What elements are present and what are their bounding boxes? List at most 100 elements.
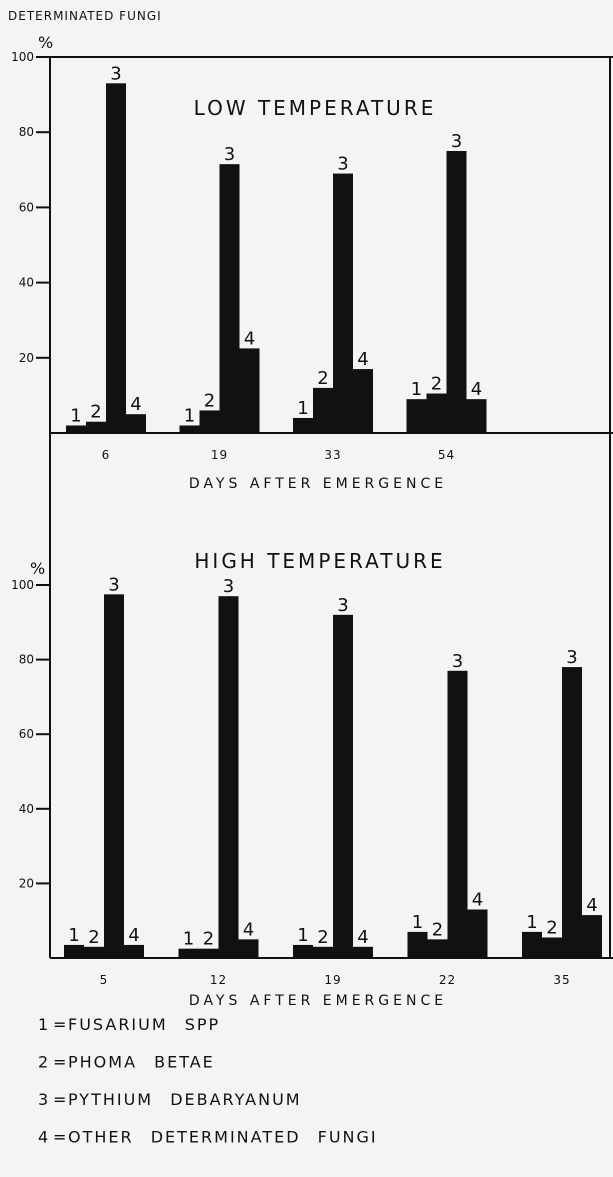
- y-tick-label: 100: [11, 50, 34, 64]
- x-axis-label: DAYS AFTER EMERGENCE: [189, 476, 447, 492]
- bar-label: 4: [472, 890, 483, 911]
- bar-label: 4: [244, 328, 255, 349]
- legend-name: OTHER DETERMINATED FUNGI: [68, 1128, 378, 1147]
- y-tick-label: 40: [19, 802, 34, 816]
- bar: [199, 410, 220, 433]
- bar-label: 3: [223, 576, 234, 597]
- bar-label: 1: [184, 405, 195, 426]
- x-tick-label: 22: [439, 973, 456, 987]
- bar-label: 3: [451, 131, 462, 152]
- y-tick-label: 80: [19, 125, 34, 139]
- x-tick-label: 6: [102, 448, 111, 462]
- bar: [179, 425, 200, 433]
- legend-key: 4: [38, 1128, 50, 1147]
- bar-label: 4: [357, 349, 368, 370]
- bar: [333, 614, 353, 958]
- y-tick-label: 40: [19, 276, 34, 290]
- bar: [466, 399, 487, 433]
- bar-label: 1: [297, 925, 308, 946]
- bar-label: 2: [88, 927, 99, 948]
- bar-label: 3: [224, 144, 235, 165]
- legend-eq: =: [53, 1128, 68, 1147]
- bar: [467, 909, 488, 958]
- bar: [522, 931, 542, 958]
- x-tick-label: 12: [210, 973, 227, 987]
- x-tick-label: 54: [438, 448, 455, 462]
- bar: [198, 948, 219, 958]
- x-tick-label: 5: [100, 973, 109, 987]
- bar: [542, 937, 562, 958]
- bar: [427, 939, 448, 958]
- bar: [353, 946, 373, 958]
- bar-label: 4: [128, 925, 139, 946]
- bar: [104, 594, 124, 958]
- bar-label: 3: [108, 574, 119, 595]
- bar-label: 1: [68, 925, 79, 946]
- legend-eq: =: [53, 1090, 68, 1109]
- bar-label: 4: [243, 919, 254, 940]
- legend-name: PHOMA BETAE: [68, 1053, 215, 1072]
- bar: [353, 369, 373, 433]
- bar-label: 4: [471, 379, 482, 400]
- bar: [446, 151, 467, 433]
- y-axis-label: %: [38, 33, 55, 52]
- bar-label: 4: [130, 394, 141, 415]
- y-tick-label: 20: [19, 876, 34, 890]
- bar: [293, 417, 313, 433]
- bar: [126, 414, 146, 433]
- bar: [333, 173, 353, 433]
- bar: [84, 946, 104, 958]
- bar-label: 1: [183, 929, 194, 950]
- bar-label: 4: [586, 895, 597, 916]
- legend-name: FUSARIUM SPP: [68, 1015, 220, 1034]
- bar: [238, 939, 259, 958]
- legend-key: 3: [38, 1090, 50, 1109]
- bar-label: 3: [337, 154, 348, 175]
- bar: [239, 348, 260, 433]
- legend-eq: =: [53, 1015, 68, 1034]
- bar-label: 1: [412, 912, 423, 933]
- bar: [407, 931, 428, 958]
- bar: [64, 944, 84, 958]
- y-axis-label: %: [30, 559, 47, 578]
- bar: [406, 399, 427, 433]
- bar-label: 2: [317, 368, 328, 389]
- bar: [86, 421, 106, 433]
- x-axis-label: DAYS AFTER EMERGENCE: [189, 993, 447, 1009]
- x-tick-label: 19: [324, 973, 341, 987]
- bar-label: 2: [432, 919, 443, 940]
- bar: [426, 393, 447, 433]
- bar-label: 3: [452, 651, 463, 672]
- bar: [582, 915, 602, 958]
- y-tick-label: 100: [11, 578, 34, 592]
- legend-name: PYTHIUM DEBARYANUM: [68, 1090, 302, 1109]
- bar: [219, 164, 240, 433]
- bar-label: 1: [411, 379, 422, 400]
- x-tick-label: 33: [324, 448, 341, 462]
- legend-eq: =: [53, 1053, 68, 1072]
- y-tick-label: 60: [19, 200, 34, 214]
- bar-label: 2: [431, 374, 442, 395]
- bar: [562, 667, 582, 958]
- bar-label: 2: [204, 390, 215, 411]
- x-tick-label: 35: [553, 973, 570, 987]
- chart-title: LOW TEMPERATURE: [194, 96, 437, 120]
- x-tick-label: 19: [211, 448, 228, 462]
- bar: [313, 946, 333, 958]
- bar: [106, 83, 126, 433]
- bar-label: 4: [357, 927, 368, 948]
- bar-label: 1: [526, 912, 537, 933]
- y-tick-label: 60: [19, 727, 34, 741]
- bar-label: 2: [203, 929, 214, 950]
- bar: [124, 944, 144, 958]
- bar: [218, 596, 239, 958]
- header: DETERMINATED FUNGI: [8, 9, 162, 23]
- legend-key: 2: [38, 1053, 50, 1072]
- bar: [447, 670, 468, 958]
- bar-label: 2: [546, 917, 557, 938]
- chart-title: HIGH TEMPERATURE: [194, 549, 445, 573]
- legend-key: 1: [38, 1015, 50, 1034]
- bar: [313, 387, 333, 433]
- bar: [66, 425, 86, 433]
